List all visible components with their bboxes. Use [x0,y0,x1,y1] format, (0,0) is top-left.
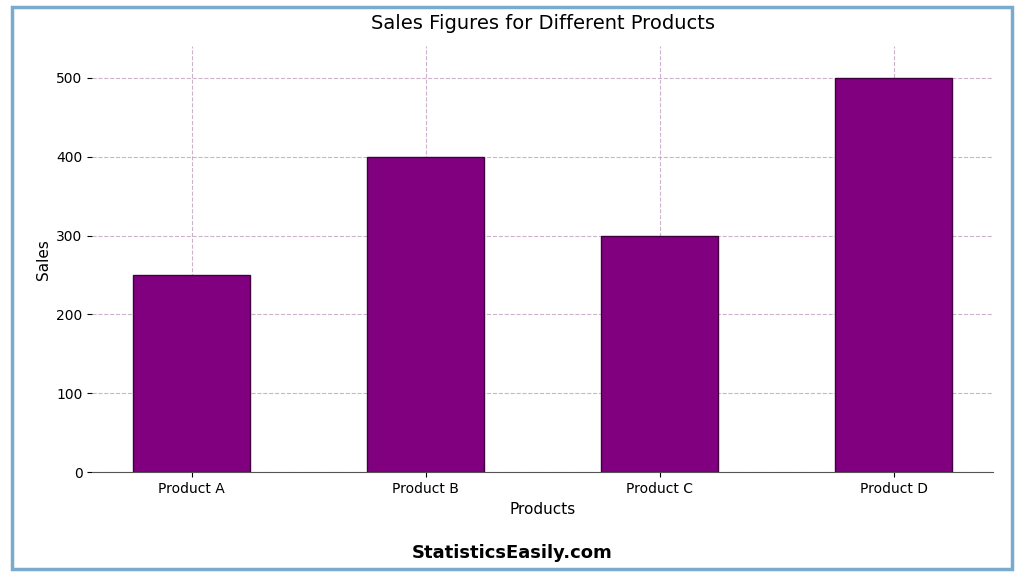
Title: Sales Figures for Different Products: Sales Figures for Different Products [371,14,715,33]
Bar [368,157,484,472]
Y-axis label: Sales: Sales [36,239,50,279]
X-axis label: Products: Products [510,502,575,517]
Bar [836,78,952,472]
Bar [133,275,250,472]
Bar [601,236,718,472]
Text: StatisticsEasily.com: StatisticsEasily.com [412,544,612,562]
